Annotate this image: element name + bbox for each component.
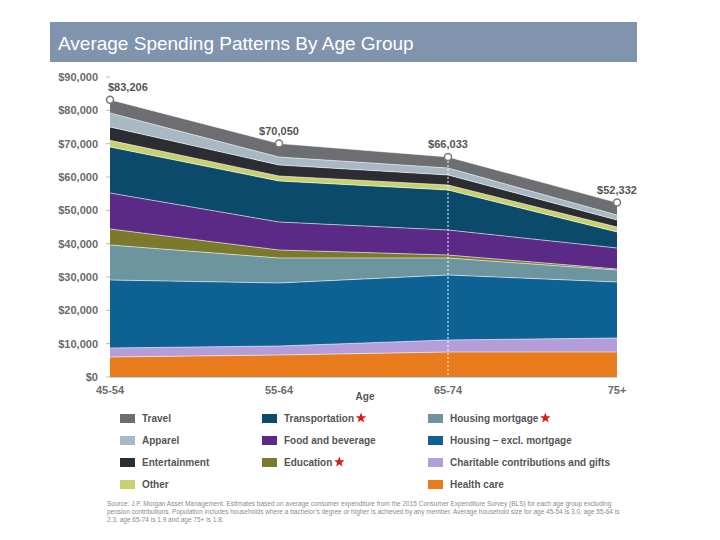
legend-label: Transportation: [284, 413, 354, 424]
band-separator: [110, 193, 617, 248]
y-tick: [106, 77, 110, 78]
legend-star: [540, 413, 550, 423]
total-marker: [107, 96, 114, 103]
legend-swatch: [428, 436, 443, 445]
area-series: [110, 275, 617, 348]
y-tick-label: $70,000: [58, 138, 98, 150]
legend-swatch: [428, 414, 443, 423]
band-separator: [110, 229, 617, 269]
band-separator: [110, 140, 617, 227]
legend-label: Charitable contributions and gifts: [450, 457, 610, 468]
total-marker: [614, 199, 621, 206]
legend-swatch: [262, 458, 277, 467]
legend-label: Housing – excl. mortgage: [450, 435, 572, 446]
y-tick: [106, 110, 110, 111]
total-label: $52,332: [597, 184, 637, 196]
total-label: $66,033: [428, 138, 468, 150]
chart: Average Spending Patterns By Age Group $0…: [0, 0, 720, 540]
y-tick: [106, 343, 110, 344]
band-separator: [110, 352, 617, 357]
y-tick: [106, 143, 110, 144]
total-marker: [445, 153, 452, 160]
y-tick-label: $60,000: [58, 171, 98, 183]
legend-label: Apparel: [142, 435, 179, 446]
x-tick-label: 45-54: [96, 384, 125, 396]
legend-label: Housing mortgage: [450, 413, 539, 424]
y-tick: [106, 310, 110, 311]
y-tick: [106, 377, 110, 378]
legend-swatch: [120, 480, 135, 489]
band-separator: [110, 113, 617, 215]
y-tick: [106, 177, 110, 178]
x-tick-label: 55-64: [265, 384, 294, 396]
title: Average Spending Patterns By Age Group: [58, 33, 414, 54]
title-bar: [50, 22, 637, 62]
y-tick-label: $0: [86, 371, 98, 383]
band-separator: [110, 147, 617, 232]
band-separator: [110, 245, 617, 270]
legend-swatch: [262, 414, 277, 423]
y-tick-label: $10,000: [58, 338, 98, 350]
legend-label: Education: [284, 457, 332, 468]
y-tick: [106, 277, 110, 278]
legend-swatch: [120, 414, 135, 423]
y-tick-label: $90,000: [58, 71, 98, 83]
legend-label: Food and beverage: [284, 435, 376, 446]
reference-line: [448, 157, 449, 377]
legend-star: [356, 413, 366, 423]
y-tick-label: $80,000: [58, 104, 98, 116]
legend-swatch: [428, 480, 443, 489]
band-separator: [110, 127, 617, 220]
band-separator: [110, 275, 617, 283]
legend-swatch: [120, 436, 135, 445]
legend-label: Health care: [450, 479, 504, 490]
legend-swatch: [428, 458, 443, 467]
total-label: $70,050: [259, 125, 299, 137]
y-tick: [106, 243, 110, 244]
y-tick-label: $30,000: [58, 271, 98, 283]
area-series: [110, 352, 617, 377]
band-separator: [110, 100, 617, 203]
x-axis-label: Age: [356, 391, 375, 402]
y-tick-label: $50,000: [58, 204, 98, 216]
x-tick-label: 75+: [608, 384, 627, 396]
plot-area: [110, 100, 617, 377]
legend-swatch: [120, 458, 135, 467]
band-separator: [110, 338, 617, 348]
legend-label: Travel: [142, 413, 171, 424]
legend-label: Entertainment: [142, 457, 210, 468]
total-marker: [276, 140, 283, 147]
area-series: [110, 100, 617, 215]
legend-label: Other: [142, 479, 169, 490]
total-label: $83,206: [108, 81, 148, 93]
y-tick-label: $40,000: [58, 238, 98, 250]
legend-swatch: [262, 436, 277, 445]
x-tick-label: 65-74: [434, 384, 463, 396]
y-tick-label: $20,000: [58, 304, 98, 316]
x-axis: [110, 377, 617, 378]
y-tick: [106, 210, 110, 211]
source-note: Source: J.P. Morgan Asset Management. Es…: [107, 500, 632, 524]
legend-star: [334, 457, 344, 467]
